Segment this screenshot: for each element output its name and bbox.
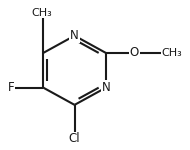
Text: CH₃: CH₃	[31, 8, 52, 18]
Text: Cl: Cl	[69, 132, 80, 145]
Text: N: N	[70, 29, 79, 42]
Text: N: N	[102, 81, 110, 94]
Text: CH₃: CH₃	[161, 48, 182, 58]
Text: F: F	[8, 81, 15, 94]
Text: O: O	[130, 46, 139, 60]
